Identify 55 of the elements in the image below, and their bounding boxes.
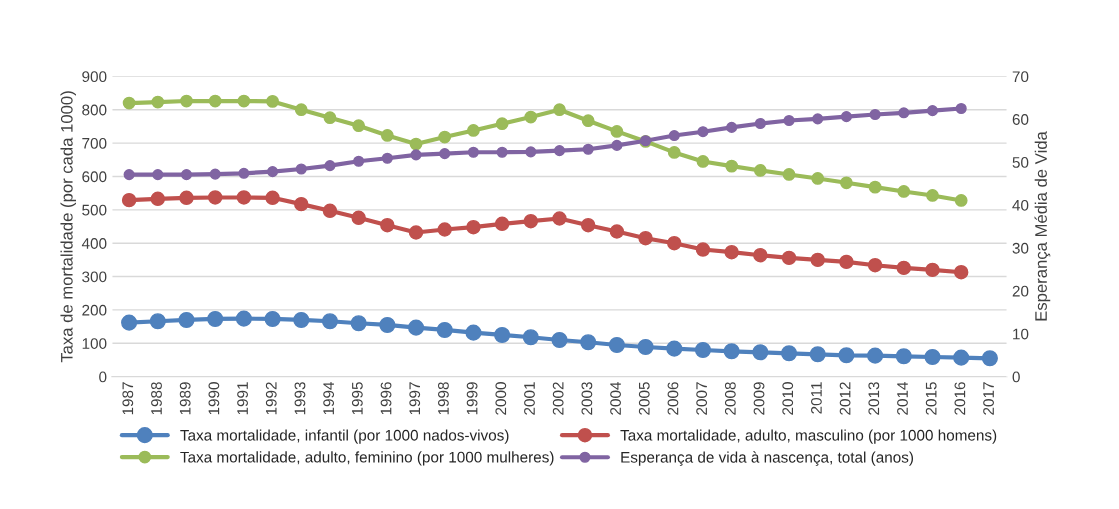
x-tick-label: 2015 [925, 382, 937, 415]
y-tick-label: 0 [99, 371, 107, 383]
x-tick-label: 1998 [438, 382, 449, 415]
legend-label: Taxa mortalidade, adulto, feminino (por 1000 mulheres) [180, 451, 554, 466]
x-tick-label: 1997 [409, 382, 421, 415]
y-tick-label: 900 [82, 71, 107, 83]
x-tick-label: 1988 [151, 382, 162, 415]
x-tick-label: 2001 [524, 382, 535, 415]
y-tick-label: 700 [82, 137, 107, 149]
x-tick-label: 1995 [351, 382, 363, 415]
x-tick-label: 2011 [811, 382, 822, 414]
y2-tick-label: 30 [1012, 242, 1029, 254]
x-tick-label: 2014 [897, 381, 908, 415]
y2-tick-label: 20 [1012, 285, 1029, 297]
x-tick-label: 1990 [208, 382, 220, 415]
y2-tick-label: 40 [1012, 199, 1029, 211]
x-tick-label: 2009 [753, 382, 765, 415]
x-tick-label: 2010 [782, 382, 794, 415]
y2-tick-label: 70 [1012, 71, 1029, 83]
x-tick-label: 1996 [380, 382, 392, 415]
x-tick-label: 2004 [610, 381, 621, 415]
x-tick-label: 2016 [954, 382, 966, 415]
x-tick-label: 1991 [237, 382, 248, 415]
y-tick-label: 500 [82, 204, 107, 216]
x-tick-label: 1989 [179, 382, 191, 415]
y-tick-label: 200 [82, 304, 107, 316]
x-tick-label: 2005 [638, 382, 650, 415]
x-tick-label: 2002 [552, 382, 564, 415]
y2-tick-label: 0 [1012, 371, 1020, 383]
legend-label: Esperança de vida à nascença, total (anos) [621, 451, 913, 466]
y-tick-label: 100 [82, 338, 107, 349]
y2-tick-label: 50 [1012, 157, 1029, 168]
x-tick-label: 1992 [265, 382, 277, 415]
x-tick-label: 2008 [724, 382, 736, 415]
y2-axis-title: Esperança Média de Vida [1034, 131, 1051, 321]
legend-label: Taxa mortalidade, adulto, masculino (por 1000 homens) [620, 429, 997, 444]
x-tick-label: 2017 [983, 382, 994, 415]
x-tick-label: 2012 [839, 382, 851, 415]
x-tick-label: 2000 [495, 382, 507, 415]
x-tick-label: 2006 [667, 382, 679, 415]
x-tick-label: 1987 [122, 382, 134, 415]
y2-tick-label: 60 [1012, 114, 1029, 125]
legend-label: Taxa mortalidade, infantil (por 1000 nados-vivos) [180, 429, 509, 444]
x-tick-label: 1999 [466, 382, 478, 415]
x-tick-label: 2007 [696, 382, 708, 415]
y-axis-title: Taxa de mortalidade (por cada 1000) [60, 91, 76, 363]
y-tick-label: 300 [82, 271, 107, 283]
y2-tick-label: 10 [1013, 328, 1029, 340]
x-tick-label: 2013 [868, 382, 880, 415]
x-tick-label: 1993 [294, 382, 306, 415]
x-tick-label: 1994 [323, 381, 335, 415]
y-tick-label: 600 [82, 171, 107, 183]
y-tick-label: 400 [81, 238, 107, 249]
y-tick-label: 800 [82, 104, 107, 116]
x-tick-label: 2003 [581, 382, 593, 415]
